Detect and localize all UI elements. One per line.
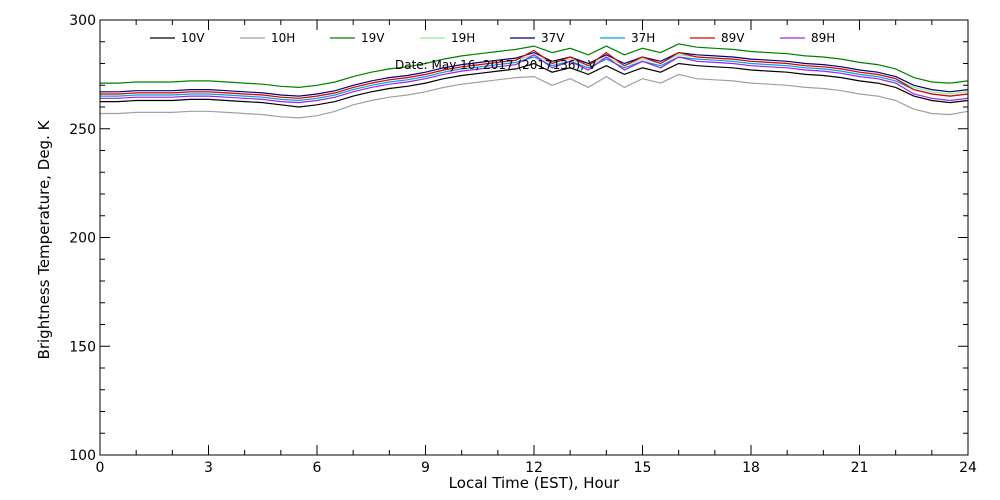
series-line-89v <box>100 49 969 99</box>
x-tick-label: 18 <box>742 460 760 476</box>
y-tick-label: 200 <box>69 231 96 247</box>
plot-frame <box>99 19 969 456</box>
series-line-37h <box>100 56 969 102</box>
series-line-19v <box>100 43 969 89</box>
legend-label: 10V <box>181 31 205 45</box>
ticks-layer: 0 3 6 9 12 15 18 21 24 100 150 200 250 300 <box>69 13 977 476</box>
x-tick-label: 21 <box>851 460 869 476</box>
series-layer <box>100 43 969 119</box>
x-tick-label: 0 <box>96 460 105 476</box>
legend-label: 89V <box>721 31 745 45</box>
y-axis-label: Brightness Temperature, Deg. K <box>35 119 53 359</box>
legend-item-10v: 10V <box>150 31 205 45</box>
x-tick-label: 15 <box>634 460 652 476</box>
y-tick-label: 100 <box>69 448 96 464</box>
legend-item-19v: 19V <box>330 31 385 45</box>
legend-item-19h: 19H <box>420 31 475 45</box>
y-tick-label: 250 <box>69 122 96 138</box>
series-line-10h <box>100 73 969 119</box>
legend-label: 19H <box>451 31 475 45</box>
date-annotation: Date: May 16, 2017 (2017136), V <box>395 58 597 72</box>
series-line-10v <box>100 62 969 108</box>
y-tick-label: 300 <box>69 13 96 29</box>
legend-item-89v: 89V <box>690 31 745 45</box>
y-tick-label: 150 <box>69 339 96 355</box>
legend-item-37v: 37V <box>510 31 565 45</box>
legend-label: 10H <box>271 31 295 45</box>
legend-item-37h: 37H <box>600 31 655 45</box>
x-tick-label: 12 <box>525 460 543 476</box>
legend-label: 37H <box>631 31 655 45</box>
series-line-37v <box>100 51 969 97</box>
series-line-89h <box>100 54 969 104</box>
x-tick-label: 24 <box>959 460 977 476</box>
legend-label: 19V <box>361 31 385 45</box>
x-axis-label: Local Time (EST), Hour <box>449 474 620 492</box>
x-tick-label: 6 <box>313 460 322 476</box>
x-tick-label: 3 <box>204 460 213 476</box>
x-tick-label: 9 <box>421 460 430 476</box>
legend: 10V 10H 19V 19H 37V 37H 89V 89H <box>150 31 835 45</box>
legend-item-10h: 10H <box>240 31 295 45</box>
legend-label: 89H <box>811 31 835 45</box>
legend-item-89h: 89H <box>780 31 835 45</box>
legend-label: 37V <box>541 31 565 45</box>
